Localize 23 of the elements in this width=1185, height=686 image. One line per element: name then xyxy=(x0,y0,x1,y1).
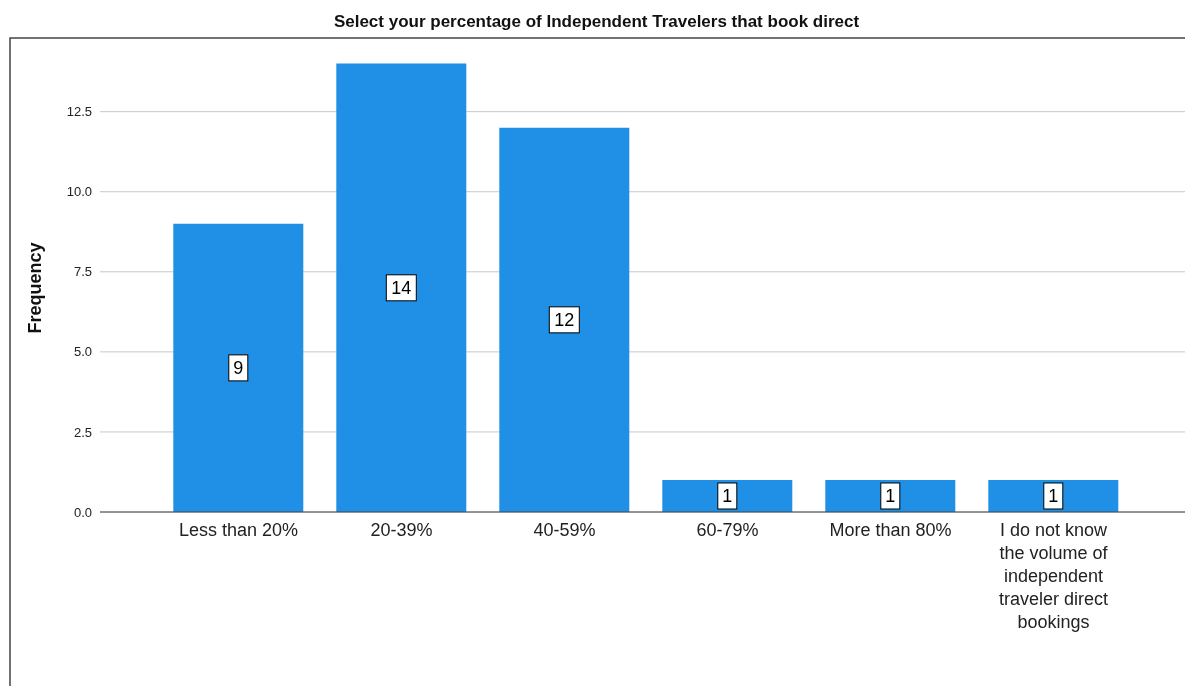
y-tick-label: 5.0 xyxy=(73,344,92,360)
x-tick-label: More than 80% xyxy=(829,520,952,540)
data-label: 9 xyxy=(233,357,244,378)
data-label: 1 xyxy=(722,485,733,506)
y-axis-title: Frequency xyxy=(24,242,46,334)
data-label: 12 xyxy=(554,309,575,330)
bar xyxy=(499,127,630,512)
y-tick-label: 2.5 xyxy=(73,424,92,440)
y-tick-label: 7.5 xyxy=(73,264,92,280)
y-tick-label: 10.0 xyxy=(66,184,92,200)
data-label: 1 xyxy=(885,485,896,506)
x-tick-label: Less than 20% xyxy=(178,520,299,540)
bar xyxy=(173,223,304,512)
y-tick-label: 0.0 xyxy=(73,504,92,520)
chart-title: Select your percentage of Independent Travelers that book direct xyxy=(332,12,861,32)
bar xyxy=(336,63,467,512)
x-tick-label: 60-79% xyxy=(696,520,759,540)
data-label: 14 xyxy=(391,277,412,298)
x-tick-label: I do not know the volume of independent traveler direct bookings xyxy=(998,520,1109,632)
data-label: 1 xyxy=(1048,485,1059,506)
x-tick-label: 40-59% xyxy=(533,520,596,540)
y-tick-label: 12.5 xyxy=(66,104,92,120)
x-tick-label: 20-39% xyxy=(370,520,433,540)
